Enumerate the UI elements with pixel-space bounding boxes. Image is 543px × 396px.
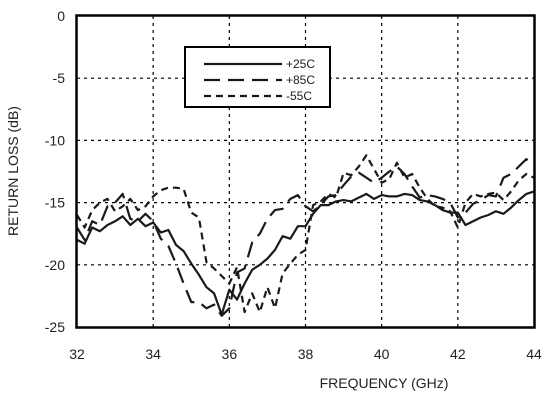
- x-tick-label: 38: [298, 346, 314, 362]
- x-tick-labels: 32 34 36 38 40 42 44: [69, 346, 542, 362]
- grid-lines: [77, 16, 534, 327]
- y-tick-labels: 0 -5 -10 -15 -20 -25: [45, 8, 65, 335]
- y-tick-label: 0: [57, 8, 65, 24]
- x-tick-label: 44: [526, 346, 542, 362]
- x-axis-title: FREQUENCY (GHz): [320, 375, 449, 391]
- series-line-2: [76, 154, 535, 314]
- x-tick-label: 40: [374, 346, 390, 362]
- y-tick-label: -10: [45, 132, 65, 148]
- legend-label-85c: +85C: [286, 73, 315, 87]
- y-tick-label: -15: [45, 195, 65, 211]
- x-tick-label: 42: [450, 346, 466, 362]
- y-axis-title: RETURN LOSS (dB): [5, 106, 21, 236]
- y-tick-label: -25: [45, 319, 65, 335]
- series-lines: [76, 154, 535, 317]
- x-tick-label: 34: [145, 346, 161, 362]
- x-tick-label: 36: [222, 346, 238, 362]
- x-tick-label: 32: [69, 346, 85, 362]
- legend-label-m55c: -55C: [286, 89, 312, 103]
- series-line-1: [76, 158, 535, 317]
- legend: +25C +85C -55C: [184, 46, 331, 108]
- series-line-0: [76, 190, 535, 316]
- y-tick-label: -20: [45, 257, 65, 273]
- y-tick-label: -5: [53, 70, 66, 86]
- plot-frame: [75, 14, 536, 329]
- legend-label-25c: +25C: [286, 57, 315, 71]
